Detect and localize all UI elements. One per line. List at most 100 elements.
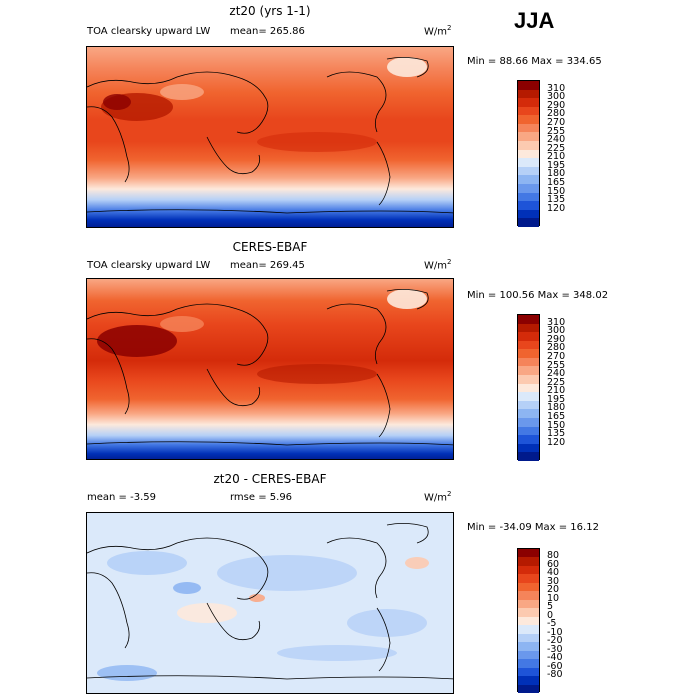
colorbar-swatch [518, 549, 539, 558]
panel2-coastlines [87, 289, 453, 446]
colorbar-tick-label: 0 [547, 609, 554, 621]
colorbar-tick-label: -60 [547, 660, 563, 672]
colorbar-swatch [518, 89, 539, 99]
colorbar-tick-label: -10 [547, 626, 563, 638]
panel2-minmax: Min = 100.56 Max = 348.02 [467, 290, 609, 301]
panel1-coastlines [87, 57, 453, 214]
panel2-colorbar [517, 314, 540, 461]
colorbar-tick-label: 165 [547, 411, 566, 423]
colorbar-swatch [518, 175, 539, 184]
colorbar-swatch [518, 141, 539, 150]
panel3-minmax: Min = -34.09 Max = 16.12 [467, 522, 599, 533]
colorbar-swatch [518, 574, 539, 583]
panel1-map-svg [87, 47, 453, 227]
colorbar-swatch [518, 218, 539, 227]
panel3-coastlines [87, 523, 453, 680]
colorbar-tick-label: 240 [547, 134, 566, 146]
season-label: JJA [514, 8, 555, 33]
colorbar-tick-label: 225 [547, 142, 566, 154]
panel2-units: W/m2 [424, 258, 452, 272]
colorbar-tick-label: -20 [547, 635, 563, 647]
colorbar-swatch [518, 392, 539, 401]
panel1-minmax: Min = 88.66 Max = 334.65 [467, 56, 602, 67]
colorbar-swatch [518, 426, 539, 436]
colorbar-swatch [518, 591, 539, 600]
colorbar-tick-label: 180 [547, 402, 566, 414]
colorbar-swatch [518, 565, 539, 575]
panel3-rmse: rmse = 5.96 [230, 492, 293, 503]
colorbar-swatch [518, 332, 539, 341]
colorbar-swatch [518, 132, 539, 142]
colorbar-swatch [518, 409, 539, 418]
colorbar-tick-label: 135 [547, 428, 566, 440]
colorbar-tick-label: 165 [547, 177, 566, 189]
colorbar-swatch [518, 315, 539, 324]
colorbar-tick-label: 255 [547, 125, 566, 137]
colorbar-swatch [518, 659, 539, 668]
colorbar-tick-label: 210 [547, 151, 566, 163]
colorbar-swatch [518, 417, 539, 427]
colorbar-swatch [518, 115, 539, 124]
colorbar-tick-label: 225 [547, 376, 566, 388]
panel2-map [86, 278, 454, 460]
colorbar-swatch [518, 201, 539, 210]
colorbar-swatch [518, 435, 539, 444]
panel3-map-svg [87, 513, 453, 693]
colorbar-swatch [518, 616, 539, 626]
colorbar-tick-label: 270 [547, 350, 566, 362]
colorbar-tick-label: 310 [547, 82, 566, 94]
panel1-units: W/m2 [424, 24, 452, 38]
panel2-mean: mean= 269.45 [230, 260, 305, 271]
colorbar-swatch [518, 366, 539, 376]
colorbar-tick-label: 20 [547, 584, 560, 596]
colorbar-swatch [518, 323, 539, 333]
colorbar-tick-label: 120 [547, 202, 566, 214]
colorbar-tick-label: -40 [547, 652, 563, 664]
colorbar-tick-label: 120 [547, 436, 566, 448]
colorbar-tick-label: -80 [547, 669, 563, 681]
colorbar-tick-label: 310 [547, 316, 566, 328]
colorbar-tick-label: 290 [547, 333, 566, 345]
colorbar-tick-label: 280 [547, 342, 566, 354]
colorbar-swatch [518, 452, 539, 461]
colorbar-tick-label: 195 [547, 393, 566, 405]
colorbar-tick-label: 300 [547, 325, 566, 337]
colorbar-tick-label: 240 [547, 368, 566, 380]
panel1-mean: mean= 265.86 [230, 26, 305, 37]
colorbar-swatch [518, 642, 539, 651]
colorbar-tick-label: 255 [547, 359, 566, 371]
colorbar-tick-label: 5 [547, 601, 554, 613]
colorbar-swatch [518, 684, 539, 693]
panel2-variable-label: TOA clearsky upward LW [87, 260, 211, 271]
panel2-title: CERES-EBAF [232, 240, 308, 254]
panel3-map [86, 512, 454, 694]
colorbar-swatch [518, 400, 539, 410]
panel3-title: zt20 - CERES-EBAF [213, 472, 327, 486]
colorbar-tick-label: 80 [547, 550, 560, 562]
colorbar-tick-label: 60 [547, 558, 560, 570]
colorbar-tick-label: 30 [547, 575, 560, 587]
colorbar-swatch [518, 98, 539, 107]
colorbar-tick-label: 150 [547, 419, 566, 431]
colorbar-swatch [518, 667, 539, 677]
colorbar-tick-label: 270 [547, 116, 566, 128]
panel2-map-svg [87, 279, 453, 459]
panel1-title: zt20 (yrs 1-1) [229, 4, 311, 18]
panel3-colorbar [517, 548, 540, 693]
colorbar-tick-label: 150 [547, 185, 566, 197]
colorbar-swatch [518, 676, 539, 685]
colorbar-swatch [518, 599, 539, 609]
colorbar-swatch [518, 209, 539, 219]
colorbar-tick-label: -5 [547, 618, 557, 630]
colorbar-swatch [518, 443, 539, 453]
panel3-mean: mean = -3.59 [87, 492, 156, 503]
colorbar-swatch [518, 375, 539, 384]
colorbar-swatch [518, 183, 539, 193]
colorbar-tick-label: -30 [547, 643, 563, 655]
colorbar-swatch [518, 158, 539, 167]
colorbar-swatch [518, 149, 539, 159]
colorbar-tick-label: 180 [547, 168, 566, 180]
colorbar-swatch [518, 192, 539, 202]
colorbar-swatch [518, 81, 539, 90]
colorbar-tick-label: 10 [547, 592, 560, 604]
